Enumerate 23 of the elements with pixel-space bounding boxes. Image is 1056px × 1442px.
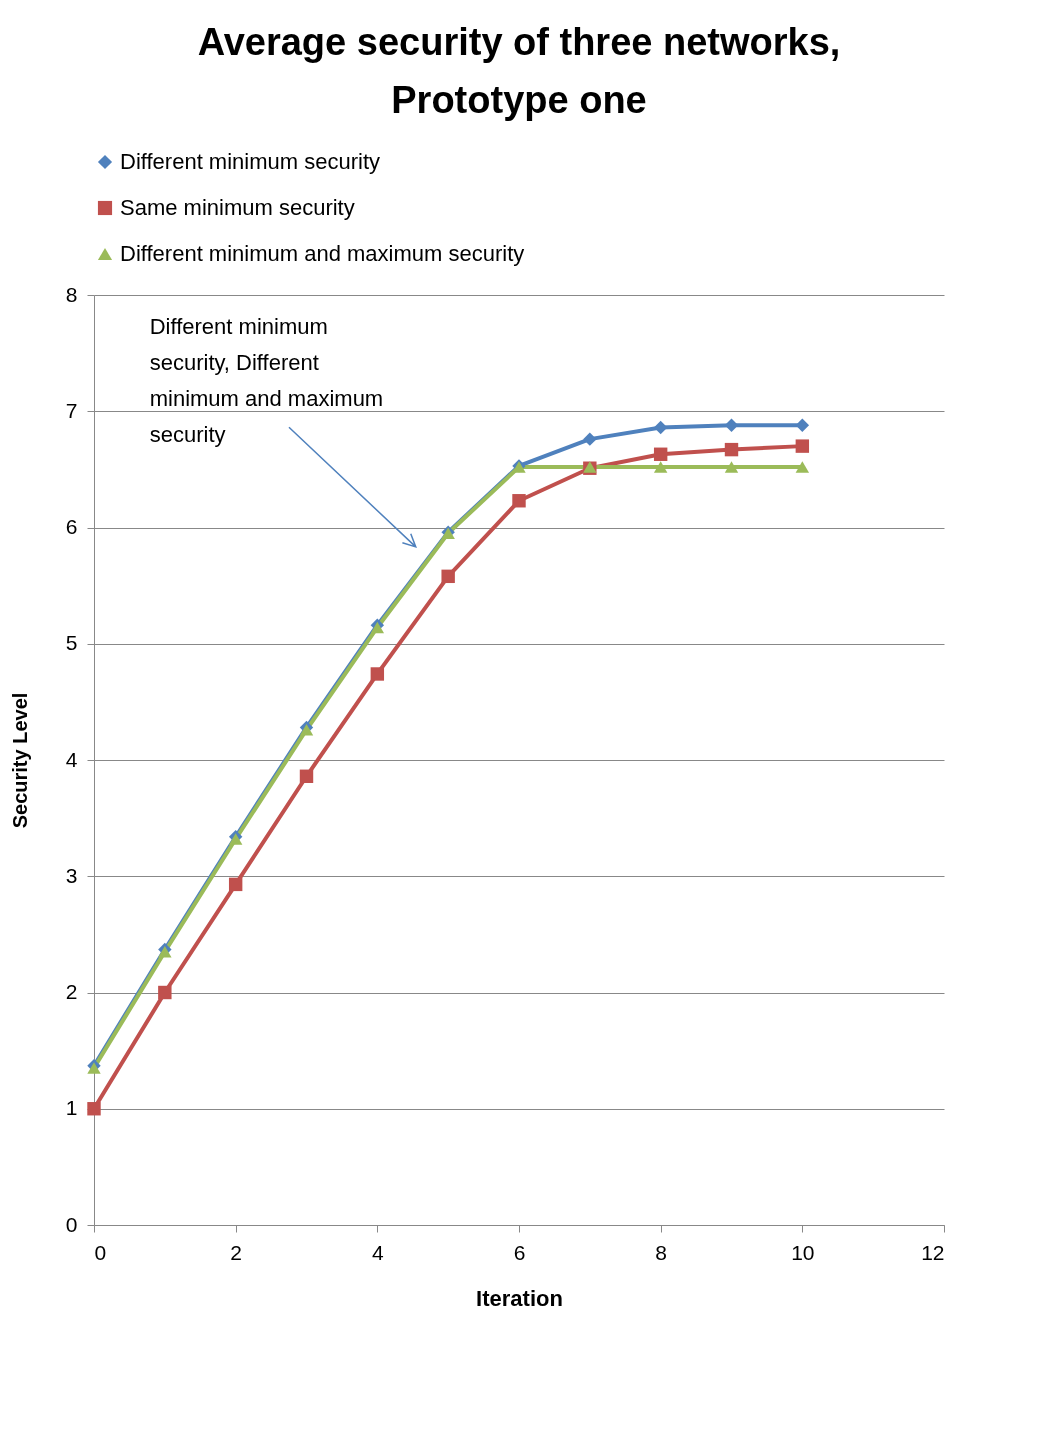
legend-label: Same minimum security	[120, 195, 355, 220]
x-tick-label: 12	[921, 1240, 945, 1264]
y-tick-label: 7	[65, 398, 78, 422]
x-tick-label: 10	[791, 1240, 815, 1264]
y-tick-label: 0	[65, 1212, 78, 1236]
y-axis-title: Security Level	[8, 692, 31, 829]
legend-label: Different minimum security	[120, 149, 380, 174]
y-tick-label: 5	[65, 631, 78, 655]
x-tick-label: 2	[230, 1240, 243, 1264]
y-tick-label: 8	[65, 282, 78, 306]
y-tick-label: 3	[65, 863, 78, 887]
x-tick-label: 4	[371, 1240, 384, 1264]
y-tick-label: 6	[65, 515, 78, 538]
x-tick-label: 8	[655, 1240, 668, 1264]
annotation: Different minimum security, Different minimum and maximum security	[149, 314, 384, 448]
y-tick-label: 2	[65, 980, 78, 1003]
chart-title: Average security of three networks, Prototype one	[197, 21, 841, 121]
x-axis-title: Iteration	[476, 1285, 563, 1311]
x-tick-label: 0	[94, 1240, 107, 1264]
x-tick-label: 6	[513, 1240, 526, 1264]
y-tick-label: 1	[65, 1096, 78, 1120]
legend-label: Different minimum and maximum security	[120, 241, 525, 266]
y-tick-label: 4	[65, 747, 78, 771]
